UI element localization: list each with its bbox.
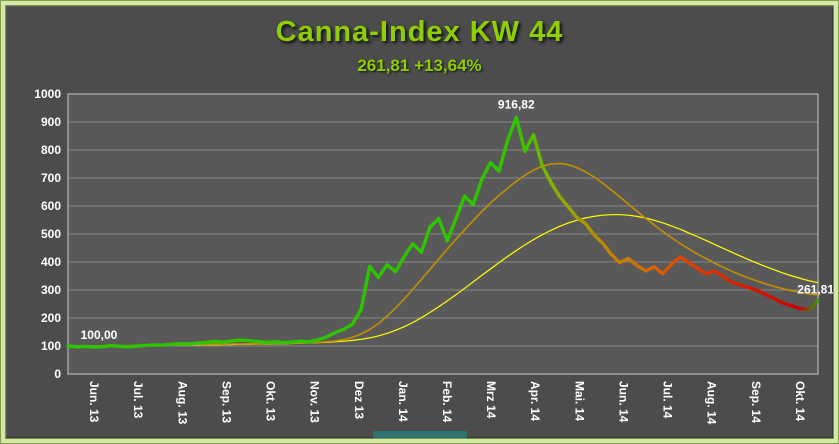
bottom-tab bbox=[372, 431, 467, 438]
data-label: 916,82 bbox=[498, 97, 535, 111]
x-tick-label: Apr. 14 bbox=[528, 381, 542, 421]
y-tick-label: 200 bbox=[41, 311, 61, 325]
x-tick-label: Feb. 14 bbox=[440, 381, 454, 423]
x-tick-label: Dez 13 bbox=[352, 381, 366, 419]
y-tick-label: 600 bbox=[41, 199, 61, 213]
y-tick-label: 500 bbox=[41, 227, 61, 241]
x-tick-label: Aug. 13 bbox=[175, 381, 189, 425]
x-tick-label: Jul. 14 bbox=[661, 381, 675, 419]
y-tick-label: 1000 bbox=[34, 87, 61, 101]
y-tick-label: 900 bbox=[41, 115, 61, 129]
x-tick-label: Okt. 13 bbox=[264, 381, 278, 421]
y-tick-label: 400 bbox=[41, 255, 61, 269]
x-tick-label: Aug. 14 bbox=[705, 381, 719, 425]
series-canna-index bbox=[66, 115, 820, 349]
y-tick-label: 0 bbox=[54, 367, 61, 381]
chart-canvas: Canna-Index KW 44 261,81 +13,64% 0 100 200… bbox=[5, 5, 834, 439]
x-tick-label: Sep. 14 bbox=[749, 381, 763, 423]
y-tick-label: 800 bbox=[41, 143, 61, 157]
chart-title: Canna-Index KW 44 bbox=[275, 16, 564, 48]
chart-subtitle: 261,81 +13,64% bbox=[357, 56, 482, 75]
y-tick-label: 100 bbox=[41, 339, 61, 353]
y-tick-label: 300 bbox=[41, 283, 61, 297]
x-tick-label: Okt. 14 bbox=[793, 381, 807, 421]
y-tick-label: 700 bbox=[41, 171, 61, 185]
x-tick-label: Jan. 14 bbox=[396, 381, 410, 422]
data-label: 100,00 bbox=[81, 328, 118, 342]
x-tick-label: Jun. 13 bbox=[87, 381, 101, 423]
x-tick-label: Mrz 14 bbox=[484, 381, 498, 419]
x-tick-label: Jul. 13 bbox=[131, 381, 145, 419]
x-tick-label: Nov. 13 bbox=[308, 381, 322, 423]
data-label: 261,81 bbox=[797, 283, 834, 297]
line-chart: 0 100 200 300 400 500 600 700 800 900 1000 Jun. 13 J… bbox=[34, 87, 834, 425]
x-tick-label: Sep. 13 bbox=[219, 381, 233, 423]
x-tick-label: Jun. 14 bbox=[616, 381, 630, 423]
x-tick-label: Mai. 14 bbox=[572, 381, 586, 421]
